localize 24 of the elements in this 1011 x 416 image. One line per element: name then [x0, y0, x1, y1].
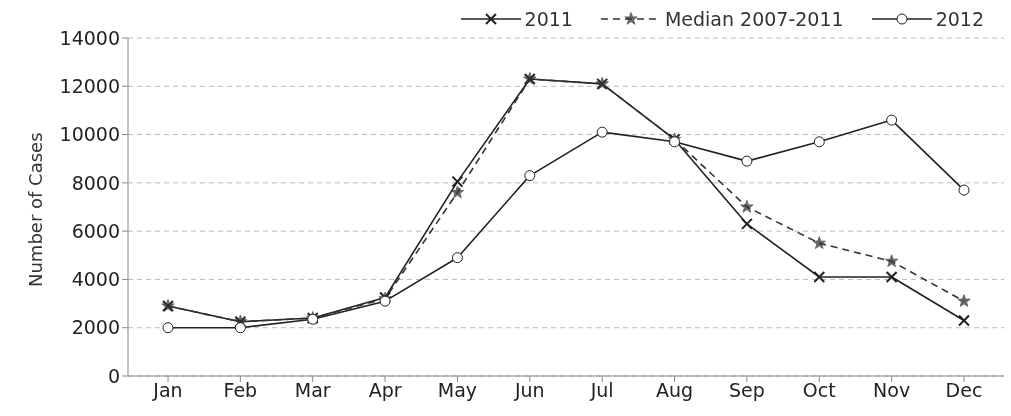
x-tick-label: Aug	[655, 379, 694, 402]
x-tick-label: Sep	[729, 379, 765, 402]
y-axis-title: Number of Cases	[25, 132, 47, 287]
y-tick-label: 6000	[71, 219, 120, 242]
x-tick-label: May	[437, 379, 478, 402]
x-tick-label: Mar	[294, 379, 331, 402]
x-tick-label: Feb	[223, 379, 258, 402]
x-tick-label: Jul	[589, 379, 614, 402]
y-tick-label: 0	[107, 364, 120, 387]
x-tick-label: Dec	[945, 379, 983, 402]
y-tick-label: 8000	[71, 171, 120, 194]
y-tick-label: 14000	[59, 26, 120, 49]
x-tick-label: Jan	[152, 379, 183, 402]
legend-label: 2012	[935, 8, 984, 30]
x-tick-label: Oct	[802, 379, 836, 402]
y-tick-label: 2000	[71, 316, 120, 339]
y-tick-label: 10000	[59, 123, 120, 146]
y-tick-label: 4000	[71, 268, 120, 291]
y-tick-label: 12000	[59, 75, 120, 98]
x-tick-label: Apr	[368, 379, 402, 402]
x-tick-label: Nov	[873, 379, 911, 402]
x-tick-label: Jun	[513, 379, 545, 402]
legend-label: 2011	[524, 8, 573, 30]
legend-label: Median 2007-2011	[664, 8, 844, 30]
